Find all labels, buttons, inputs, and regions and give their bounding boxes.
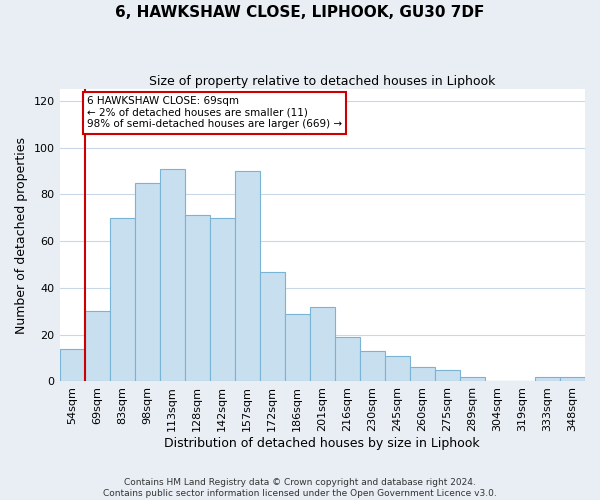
Bar — [385, 356, 410, 382]
Text: 6 HAWKSHAW CLOSE: 69sqm
← 2% of detached houses are smaller (11)
98% of semi-det: 6 HAWKSHAW CLOSE: 69sqm ← 2% of detached… — [87, 96, 342, 130]
Bar — [310, 306, 335, 382]
Bar — [110, 218, 134, 382]
Bar — [134, 182, 160, 382]
Bar — [185, 216, 209, 382]
Bar — [360, 351, 385, 382]
Bar — [260, 272, 285, 382]
Bar — [435, 370, 460, 382]
Bar — [209, 218, 235, 382]
Bar — [335, 337, 360, 382]
Bar — [235, 171, 260, 382]
Bar — [560, 377, 585, 382]
X-axis label: Distribution of detached houses by size in Liphook: Distribution of detached houses by size … — [164, 437, 480, 450]
Bar — [410, 368, 435, 382]
Bar — [460, 377, 485, 382]
Bar — [85, 312, 110, 382]
Text: Contains HM Land Registry data © Crown copyright and database right 2024.
Contai: Contains HM Land Registry data © Crown c… — [103, 478, 497, 498]
Bar — [59, 348, 85, 382]
Text: 6, HAWKSHAW CLOSE, LIPHOOK, GU30 7DF: 6, HAWKSHAW CLOSE, LIPHOOK, GU30 7DF — [115, 5, 485, 20]
Y-axis label: Number of detached properties: Number of detached properties — [15, 137, 28, 334]
Title: Size of property relative to detached houses in Liphook: Size of property relative to detached ho… — [149, 75, 496, 88]
Bar — [535, 377, 560, 382]
Bar — [285, 314, 310, 382]
Bar — [160, 168, 185, 382]
